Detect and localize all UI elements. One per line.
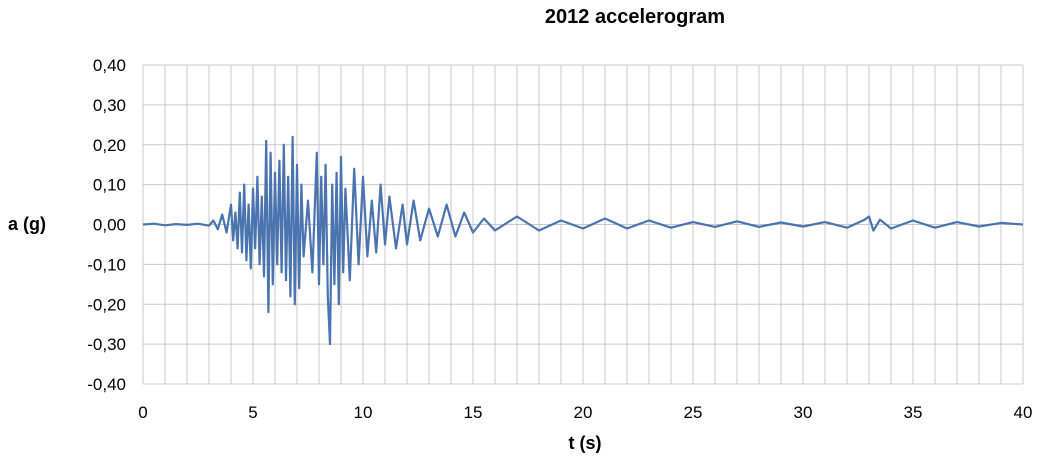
acceleration-series-line [142, 135, 1024, 346]
y-tick-label: 0,30 [93, 96, 126, 115]
y-tick-label: -0,10 [87, 255, 126, 274]
x-tick-label: 10 [354, 403, 373, 422]
x-tick-label: 25 [684, 403, 703, 422]
y-tick-label: 0,00 [93, 216, 126, 235]
x-axis-label: t (s) [568, 433, 602, 453]
y-axis-label: a (g) [8, 214, 46, 234]
x-tick-label: 35 [904, 403, 923, 422]
chart-title: 2012 accelerogram [544, 6, 726, 28]
y-tick-label: 0,10 [93, 176, 126, 195]
y-tick-label: 0,20 [93, 136, 126, 155]
x-tick-label: 40 [1014, 403, 1033, 422]
y-tick-label: 0,40 [93, 56, 126, 75]
y-tick-label: -0,40 [87, 375, 126, 394]
y-tick-label: -0,20 [87, 295, 126, 314]
x-tick-label: 0 [138, 403, 147, 422]
x-tick-label: 15 [464, 403, 483, 422]
x-tick-label: 30 [794, 403, 813, 422]
x-tick-label: 5 [248, 403, 257, 422]
x-tick-label: 20 [574, 403, 593, 422]
y-tick-label: -0,30 [87, 335, 126, 354]
